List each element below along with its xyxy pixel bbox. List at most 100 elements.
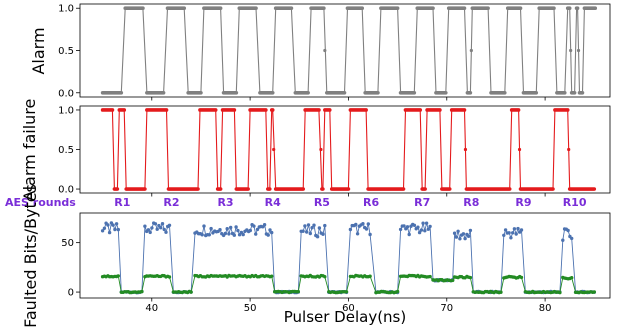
data-point <box>225 227 229 231</box>
data-point <box>469 48 473 53</box>
data-point <box>167 223 172 227</box>
data-point <box>167 275 172 279</box>
data-point <box>468 275 473 280</box>
data-point <box>456 229 460 233</box>
ytick-label: 0 <box>68 288 74 299</box>
ytick-label: 1.0 <box>58 4 74 15</box>
aes-round-label: R7 <box>414 196 430 209</box>
aes-round-label: R3 <box>217 196 233 209</box>
data-point <box>296 289 300 294</box>
data-point <box>423 229 427 233</box>
ytick-label: 0.0 <box>58 88 74 99</box>
data-point <box>558 290 562 295</box>
data-point <box>155 227 159 231</box>
alarm-failure-yticks: 0.0 0.5 1.0 <box>58 105 80 196</box>
data-point <box>461 232 466 236</box>
data-point <box>160 222 165 226</box>
data-point <box>592 290 596 294</box>
data-point <box>223 231 228 236</box>
data-point <box>466 234 471 238</box>
data-point <box>114 222 119 226</box>
data-point <box>519 275 524 280</box>
data-point <box>202 224 206 228</box>
data-point <box>310 226 314 230</box>
data-point <box>312 223 316 227</box>
ytick-label: 1.0 <box>58 105 74 116</box>
data-point <box>344 290 349 294</box>
faulted-axes-frame <box>79 212 611 299</box>
data-point <box>570 276 574 280</box>
aes-round-labels: R1 R2 R3 R4 R5 R6 R7 R8 R9 R10 <box>114 196 587 209</box>
alarm-yticks: 0.0 0.5 1.0 <box>58 4 80 99</box>
data-point <box>236 228 240 233</box>
data-point <box>207 233 211 237</box>
faulted-xticks: 40 50 60 70 80 <box>145 97 551 314</box>
data-point <box>503 228 508 232</box>
data-point <box>366 222 370 226</box>
aes-round-label: R9 <box>515 196 531 209</box>
aes-round-label: R6 <box>363 196 379 209</box>
ytick-label: 0.0 <box>58 185 74 196</box>
data-point <box>111 223 115 227</box>
data-point <box>162 227 166 232</box>
data-point <box>426 227 430 231</box>
alarm-failure-series <box>100 108 597 191</box>
data-point <box>454 235 459 239</box>
data-point <box>463 147 468 152</box>
aes-rounds-row: AES rounds R1 R2 R3 R4 R5 R6 R7 R8 R9 R10 <box>5 196 587 209</box>
data-point <box>268 228 272 232</box>
data-point <box>361 222 365 226</box>
data-point <box>315 235 320 239</box>
data-point <box>468 228 473 233</box>
data-point <box>232 233 236 237</box>
aes-round-label: R1 <box>114 196 130 209</box>
data-point <box>355 232 360 236</box>
data-point <box>319 147 323 152</box>
faulted-ylabel-text: Faulted Bits/Bytes <box>21 184 40 328</box>
data-point <box>148 230 152 235</box>
data-point <box>428 224 432 229</box>
data-point <box>270 230 274 235</box>
data-point <box>567 147 571 152</box>
alarm-failure-ylabel-line1: Alarm failure <box>20 99 39 202</box>
ytick-label: 0.5 <box>58 46 74 57</box>
data-point <box>106 223 110 227</box>
series-line <box>102 7 596 94</box>
data-point <box>507 231 511 235</box>
data-point <box>164 230 168 234</box>
data-point <box>416 225 420 229</box>
data-point <box>512 227 517 231</box>
data-point <box>424 221 429 225</box>
data-point <box>511 231 515 235</box>
data-point <box>227 232 231 236</box>
data-point <box>305 230 309 234</box>
xtick-label: 40 <box>145 303 158 314</box>
data-point <box>348 227 353 232</box>
data-point <box>272 147 276 152</box>
data-point <box>150 226 154 230</box>
data-point <box>143 224 147 228</box>
data-point <box>140 289 144 294</box>
data-point <box>254 232 258 236</box>
aes-rounds-label: AES rounds <box>5 196 76 209</box>
data-point <box>463 236 467 241</box>
data-point <box>252 224 256 228</box>
data-point <box>321 232 325 236</box>
data-point <box>306 223 311 227</box>
alarm-failure-panel: Alarm failure 0.0 0.5 1.0 <box>20 99 611 202</box>
data-point <box>323 48 327 53</box>
aes-round-label: R10 <box>563 196 587 209</box>
data-point <box>229 225 233 230</box>
data-point <box>107 230 112 235</box>
data-point <box>514 232 518 236</box>
data-point <box>146 228 151 232</box>
data-point <box>428 274 432 279</box>
faulted-yticks: 0 50 <box>61 238 80 299</box>
data-point <box>395 289 400 294</box>
data-point <box>266 233 270 237</box>
data-point <box>576 48 581 53</box>
data-point <box>255 227 260 232</box>
data-point <box>561 238 565 242</box>
data-point <box>200 233 204 237</box>
data-point <box>303 224 307 228</box>
